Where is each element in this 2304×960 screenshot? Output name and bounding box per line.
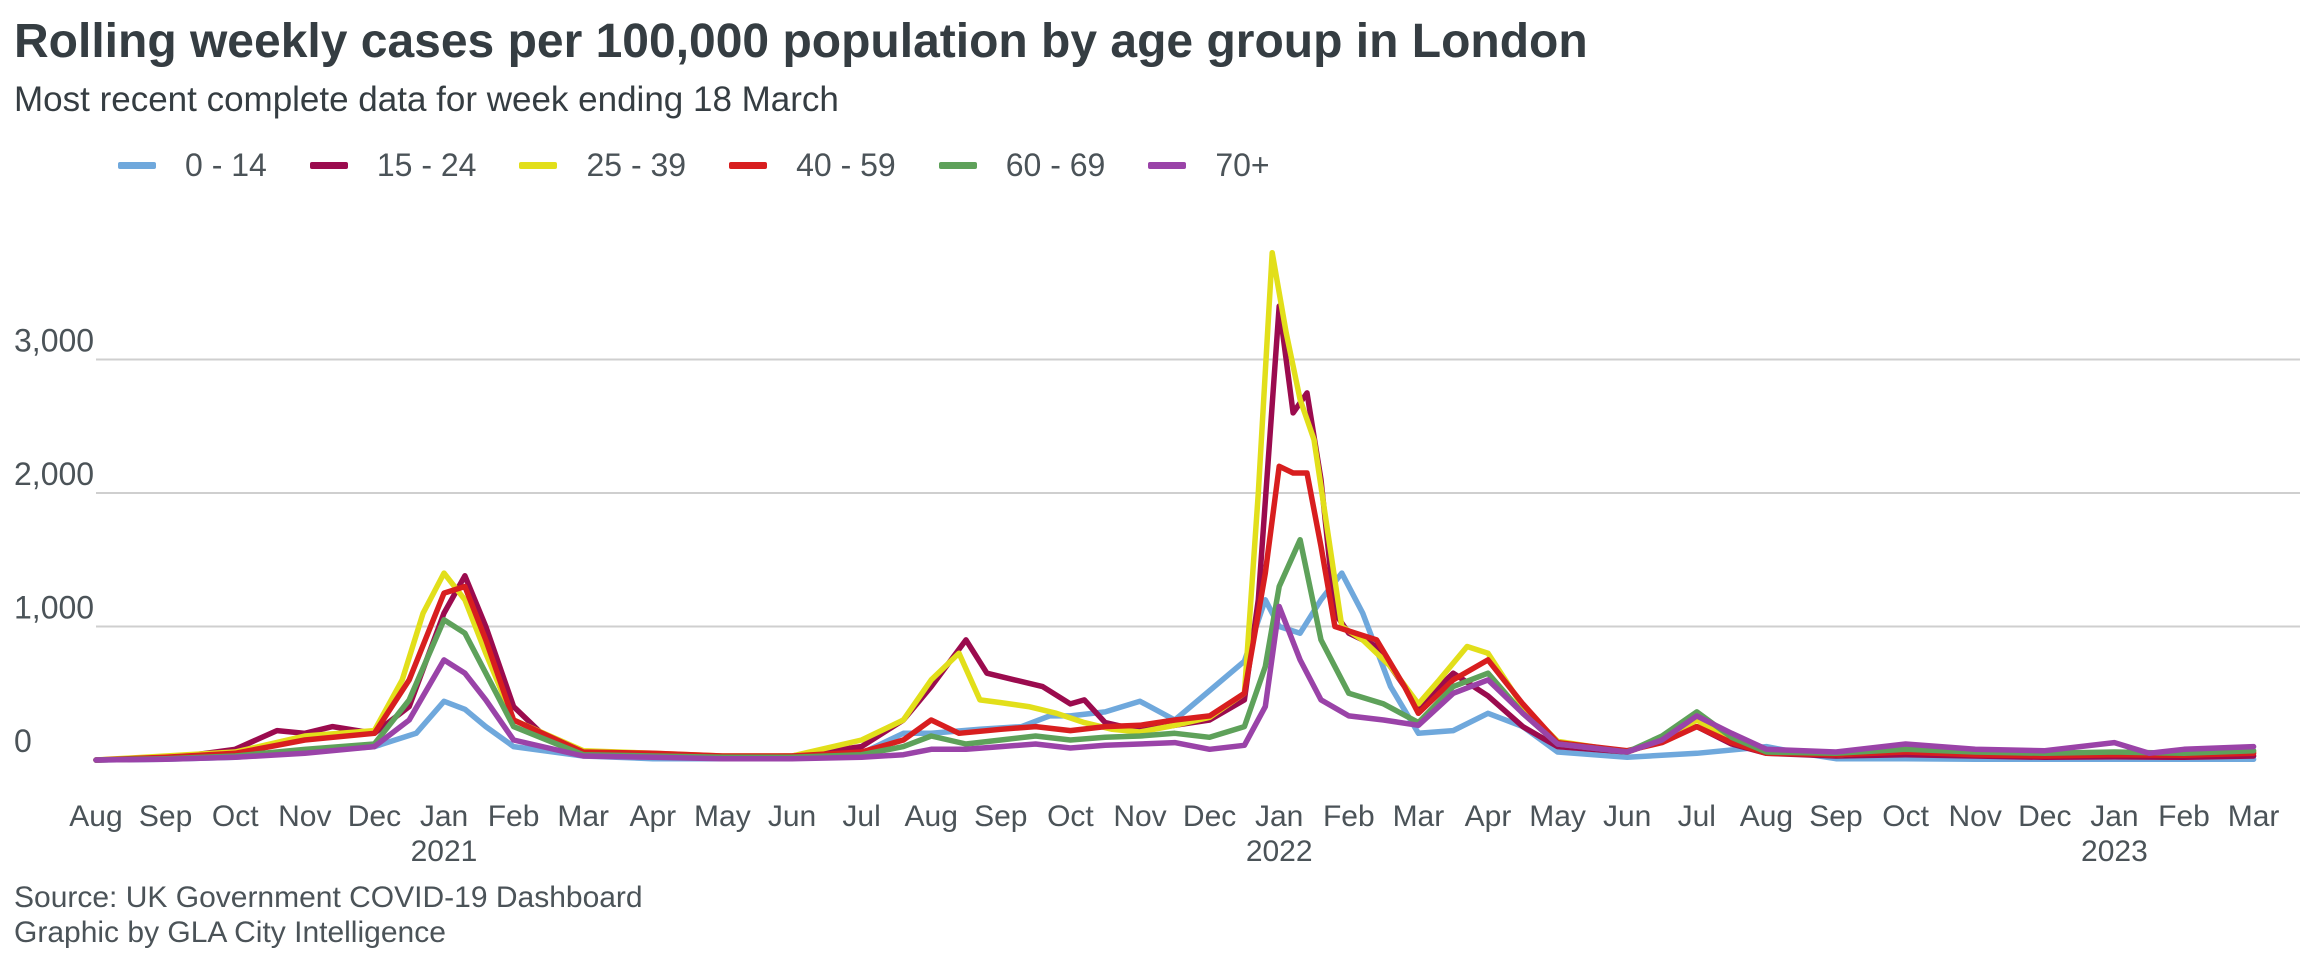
x-tick-label: Jan [1255,800,1303,833]
series-lines [93,249,2257,763]
legend-item: 60 - 69 [938,146,1106,184]
legend-swatch [309,161,348,169]
y-tick-label: 1,000 [14,590,94,626]
legend: 0 - 14 15 - 24 25 - 39 40 - 59 60 - 69 70+ [118,140,1313,190]
chart-title: Rolling weekly cases per 100,000 populat… [14,15,1588,68]
x-tick-label: Oct [212,800,259,833]
x-tick-label: Mar [1393,800,1445,833]
x-tick-label: Aug [1740,800,1793,833]
x-tick-label: Jan [420,800,468,833]
y-axis-ticks: 0 1,000 2,000 3,000 [14,323,94,760]
credit-line: Graphic by GLA City Intelligence [14,916,446,949]
source-note: Source: UK Government COVID-19 Dashboard… [14,880,643,950]
x-tick-label: Sep [974,800,1027,833]
x-tick-label: Aug [69,800,122,833]
line-chart: 0 1,000 2,000 3,000 Aug Sep Oct Nov Dec Jan Feb Ma… [14,249,2300,868]
legend-label: 0 - 14 [185,146,267,183]
x-tick-label: Nov [278,800,331,833]
legend-item: 70+ [1148,146,1270,184]
x-tick-label: Feb [1323,800,1375,833]
legend-label: 15 - 24 [376,146,477,183]
x-tick-label: Jan [2090,800,2138,833]
x-tick-label: Jul [842,800,880,833]
x-tick-label: Dec [1183,800,1236,833]
x-tick-label: Mar [557,800,609,833]
legend-swatch [938,161,977,169]
legend-swatch [118,161,156,169]
x-tick-label: May [1529,800,1586,833]
legend-label: 25 - 39 [586,146,687,183]
x-tick-label: Jul [1678,800,1716,833]
legend-label: 60 - 69 [1005,146,1106,183]
legend-item: 15 - 24 [309,146,477,184]
x-tick-label: Jun [768,800,816,833]
series-line-60-69 [93,536,2257,763]
x-tick-label: Sep [139,800,192,833]
legend-swatch [519,161,558,169]
legend-item: 40 - 59 [729,147,896,184]
year-label: 2021 [411,835,478,868]
legend-swatch [729,161,768,169]
y-tick-label: 0 [14,723,32,759]
legend-item: 0 - 14 [118,147,267,184]
x-tick-label: Aug [905,800,958,833]
series-line-15-24 [93,303,2257,763]
x-tick-label: Dec [2018,800,2071,833]
x-tick-label: Oct [1882,800,1929,833]
series-line-40-59 [93,463,2257,763]
year-label: 2022 [1246,835,1313,868]
legend-label: 40 - 59 [796,146,896,183]
x-tick-label: Apr [629,800,676,833]
legend-label: 70+ [1215,146,1270,183]
x-axis-ticks: Aug Sep Oct Nov Dec Jan Feb Mar Apr May Jun Jul Aug S… [69,800,2279,868]
x-tick-label: Feb [2158,800,2210,833]
x-tick-label: Nov [1949,800,2002,833]
gridlines [96,358,2300,628]
x-tick-label: Mar [2228,800,2280,833]
series-line-70+ [93,603,2257,763]
x-tick-label: Feb [488,800,540,833]
y-tick-label: 2,000 [14,456,94,492]
chart-subtitle: Most recent complete data for week endin… [14,80,839,119]
source-line: Source: UK Government COVID-19 Dashboard [14,881,643,914]
legend-swatch [1148,161,1187,169]
x-tick-label: Oct [1047,800,1094,833]
year-label: 2023 [2081,835,2148,868]
x-tick-label: Nov [1113,800,1166,833]
x-tick-label: Dec [348,800,401,833]
x-tick-label: Jun [1603,800,1651,833]
y-tick-label: 3,000 [14,323,94,359]
legend-item: 25 - 39 [519,147,686,184]
x-tick-label: Apr [1465,800,1512,833]
x-tick-label: Sep [1809,800,1862,833]
x-tick-label: May [694,800,751,833]
